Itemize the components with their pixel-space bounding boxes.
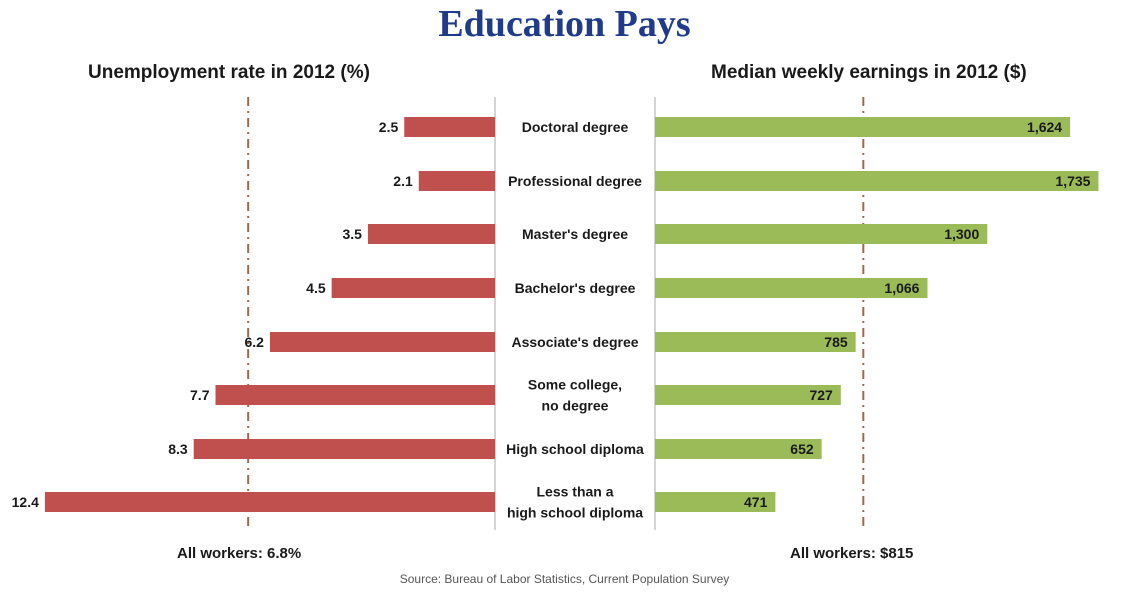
unemployment-value-label: 4.5 [306, 280, 326, 296]
unemployment-bar [215, 385, 496, 405]
earnings-value-label: 652 [790, 441, 814, 457]
unemployment-bar [367, 224, 495, 244]
earnings-bar [655, 171, 1099, 191]
earnings-bar [655, 278, 928, 298]
earnings-bar [655, 385, 841, 405]
unemployment-value-label: 12.4 [12, 494, 39, 510]
chart-title: Education Pays [438, 3, 691, 45]
earnings-value-label: 785 [824, 334, 848, 350]
earnings-value-label: 1,300 [944, 226, 979, 242]
category-label: high school diploma [507, 505, 643, 521]
earnings-average-label: All workers: $815 [790, 545, 914, 562]
category-label: Associate's degree [511, 334, 638, 350]
earnings-bar [655, 332, 856, 352]
earnings-value-label: 1,624 [1027, 119, 1062, 135]
unemployment-bar [418, 171, 495, 191]
category-label: Master's degree [522, 226, 628, 242]
unemployment-panel-title: Unemployment rate in 2012 (%) [88, 62, 370, 83]
category-label: Less than a [536, 484, 613, 500]
unemployment-bar [269, 332, 495, 352]
earnings-value-label: 1,066 [884, 280, 919, 296]
unemployment-value-label: 6.2 [244, 334, 264, 350]
earnings-bar [655, 439, 822, 459]
earnings-panel-title: Median weekly earnings in 2012 ($) [711, 62, 1027, 83]
earnings-value-label: 727 [809, 387, 833, 403]
earnings-bar [655, 224, 988, 244]
unemployment-average-label: All workers: 6.8% [177, 545, 302, 562]
unemployment-value-label: 2.1 [393, 173, 413, 189]
unemployment-value-label: 2.5 [379, 119, 399, 135]
earnings-value-label: 471 [744, 494, 768, 510]
earnings-bar [655, 117, 1071, 137]
category-label: High school diploma [506, 441, 644, 457]
unemployment-bar [331, 278, 495, 298]
unemployment-bar [193, 439, 495, 459]
category-label: Bachelor's degree [515, 280, 636, 296]
category-label: no degree [542, 398, 609, 414]
category-label: Some college, [528, 377, 622, 393]
unemployment-bar [44, 492, 495, 512]
unemployment-value-label: 3.5 [342, 226, 362, 242]
source-note: Source: Bureau of Labor Statistics, Curr… [399, 572, 730, 586]
earnings-value-label: 1,735 [1055, 173, 1090, 189]
unemployment-bar [404, 117, 495, 137]
category-label: Doctoral degree [522, 119, 629, 135]
earnings-bar [655, 492, 776, 512]
unemployment-value-label: 8.3 [168, 441, 188, 457]
unemployment-value-label: 7.7 [190, 387, 210, 403]
category-label: Professional degree [508, 173, 642, 189]
